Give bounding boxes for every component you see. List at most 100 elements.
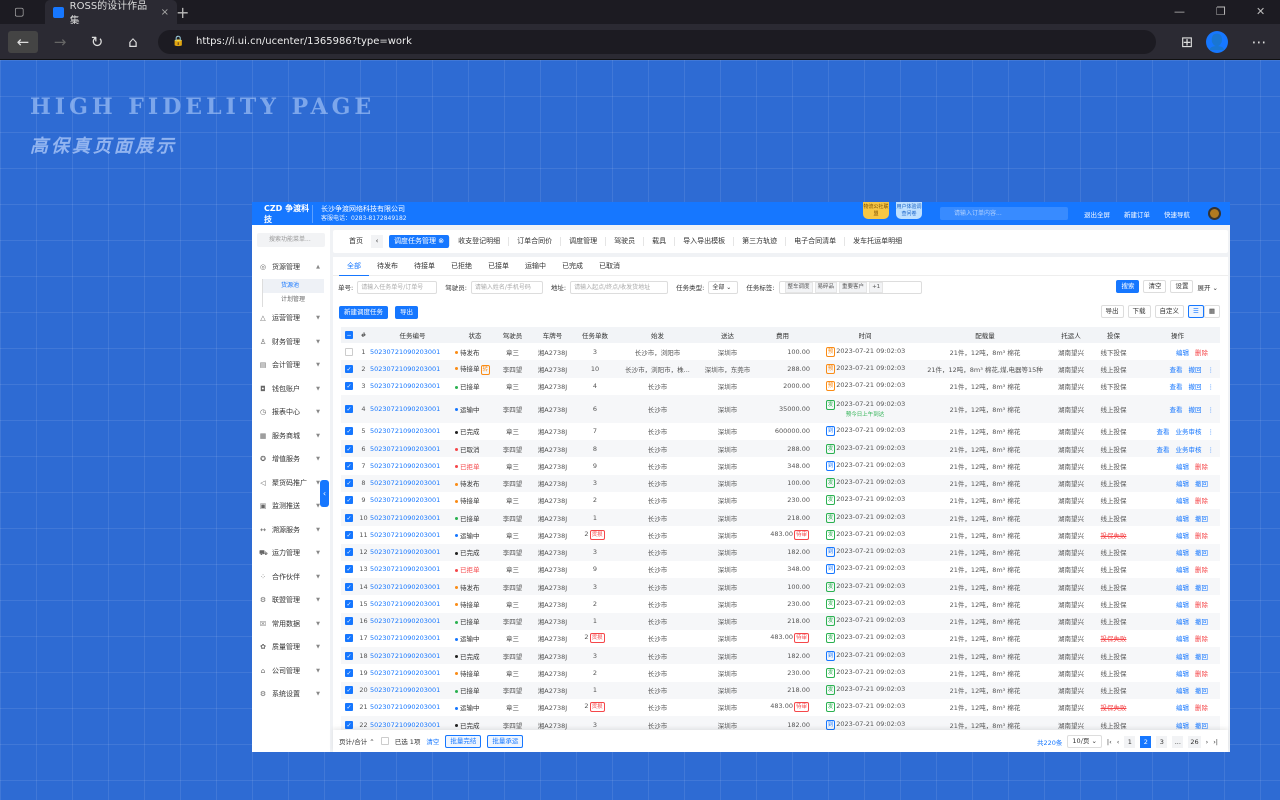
row-checkbox[interactable]: ✓ xyxy=(341,681,357,699)
status-tab[interactable]: 全部 xyxy=(339,257,369,276)
row-checkbox[interactable]: ✓ xyxy=(341,509,357,527)
action-link[interactable]: 撤回 xyxy=(1195,549,1208,558)
action-link[interactable]: 编辑 xyxy=(1176,687,1189,696)
order-input[interactable]: 请输入任务单号/订单号 xyxy=(357,280,438,294)
task-id-cell[interactable]: 50230721090203001 xyxy=(370,681,455,699)
checkbox[interactable]: ✓ xyxy=(345,461,353,470)
action-link[interactable]: 撤回 xyxy=(1188,365,1202,374)
checkbox[interactable]: ✓ xyxy=(345,599,353,608)
clear-button[interactable]: 清空 xyxy=(1143,280,1167,293)
action-link[interactable]: 撤回 xyxy=(1195,652,1208,661)
action-more-icon[interactable]: ⋮ xyxy=(1207,428,1215,437)
status-tab[interactable]: 已接单 xyxy=(488,261,509,270)
action-link[interactable]: 编辑 xyxy=(1176,497,1189,506)
action-more-icon[interactable]: ⋮ xyxy=(1207,365,1215,374)
action-link[interactable]: 撤回 xyxy=(1188,383,1202,392)
task-id-cell[interactable]: 50230721090203001 xyxy=(370,664,455,681)
row-checkbox[interactable]: ✓ xyxy=(341,630,357,647)
action-more-icon[interactable]: ⋮ xyxy=(1207,383,1215,392)
row-checkbox[interactable]: ✓ xyxy=(341,664,357,681)
checkbox[interactable]: ✓ xyxy=(345,720,353,729)
select-all-checkbox[interactable]: − xyxy=(341,327,357,343)
task-id-link[interactable]: 50230721090203001 xyxy=(370,548,441,557)
selected-checkbox[interactable] xyxy=(380,737,389,745)
action-link[interactable]: 查看 xyxy=(1169,405,1183,414)
task-id-link[interactable]: 50230721090203001 xyxy=(370,530,441,539)
row-checkbox[interactable]: ✓ xyxy=(341,647,357,665)
checkbox[interactable]: ✓ xyxy=(345,703,353,712)
nav-tab[interactable]: 调度管理 xyxy=(560,237,605,246)
task-id-link[interactable]: 50230721090203001 xyxy=(370,461,441,470)
task-id-cell[interactable]: 50230721090203001 xyxy=(370,509,455,527)
task-id-link[interactable]: 50230721090203001 xyxy=(370,427,441,436)
url-input[interactable]: 🔒 https://i.ui.cn/ucenter/1365986?type=wo… xyxy=(158,30,1156,54)
sidebar-item[interactable]: ⁘ 合作伙伴 ▼ xyxy=(252,565,330,589)
nav-tab[interactable]: 驾驶员 xyxy=(605,237,643,246)
checkbox[interactable]: ✓ xyxy=(345,548,353,557)
row-checkbox[interactable]: ✓ xyxy=(341,561,357,578)
forward-icon[interactable]: → xyxy=(53,33,67,51)
action-link[interactable]: 删除 xyxy=(1195,531,1208,540)
sidebar-item[interactable]: ✿ 质量管理 ▼ xyxy=(252,636,330,660)
task-id-cell[interactable]: 50230721090203001 xyxy=(370,543,455,561)
task-id-cell[interactable]: 50230721090203001 xyxy=(370,440,455,458)
status-tab[interactable]: 已拒绝 xyxy=(451,261,472,270)
task-id-cell[interactable]: 50230721090203001 xyxy=(370,699,455,716)
row-checkbox[interactable]: ✓ xyxy=(341,360,357,378)
nav-tab[interactable]: 载具 xyxy=(643,237,674,246)
prev-page-icon[interactable]: ‹ xyxy=(1116,737,1120,746)
action-link[interactable]: 撤回 xyxy=(1195,721,1208,730)
badge-survey[interactable]: 用户体验调查问卷 xyxy=(896,202,922,219)
sidebar-item[interactable]: ▤ 会计管理 ▼ xyxy=(252,354,330,378)
sidebar-subitem[interactable]: 计划管理 xyxy=(262,292,324,307)
extensions-icon[interactable]: ⊞ xyxy=(1180,33,1194,51)
action-link[interactable]: 编辑 xyxy=(1176,348,1189,357)
badge-logistics[interactable]: 物流公社联盟 xyxy=(863,202,889,219)
reload-icon[interactable]: ↻ xyxy=(90,33,104,51)
status-tab[interactable]: 待发布 xyxy=(377,261,398,270)
list-view-icon[interactable]: ☰ xyxy=(1188,305,1204,318)
action-link[interactable]: 删除 xyxy=(1195,600,1208,609)
row-checkbox[interactable]: ✓ xyxy=(341,578,357,596)
action-link[interactable]: 删除 xyxy=(1195,566,1208,575)
checkbox[interactable]: ✓ xyxy=(345,617,353,626)
sidebar-item[interactable]: ◎ 货源管理 ▲ xyxy=(252,255,330,279)
sidebar-subitem[interactable]: 货源池 xyxy=(262,278,324,293)
avatar[interactable] xyxy=(1208,207,1221,220)
sidebar-item[interactable]: ▦ 服务商城 ▼ xyxy=(252,424,330,448)
sidebar-item[interactable]: ◷ 报表中心 ▼ xyxy=(252,401,330,425)
sidebar-toggle-icon[interactable]: ▢ xyxy=(14,5,25,18)
task-id-link[interactable]: 50230721090203001 xyxy=(370,599,441,608)
row-checkbox[interactable]: ✓ xyxy=(341,526,357,543)
sidebar-item[interactable]: ☒ 常用数据 ▼ xyxy=(252,612,330,636)
task-id-cell[interactable]: 50230721090203001 xyxy=(370,474,455,492)
action-link[interactable]: 查看 xyxy=(1156,428,1170,437)
profile-icon[interactable]: 👤 xyxy=(1206,31,1228,53)
sidebar-item[interactable]: ▣ 监测推送 ▼ xyxy=(252,495,330,519)
task-id-cell[interactable]: 50230721090203001 xyxy=(370,394,455,423)
action-link[interactable]: 编辑 xyxy=(1176,618,1189,627)
export-button[interactable]: 导出 xyxy=(395,306,418,319)
download-button[interactable]: 下载 xyxy=(1127,305,1151,318)
checkbox[interactable]: ✓ xyxy=(345,444,353,453)
sidebar-item[interactable]: ⌂ 公司管理 ▼ xyxy=(252,659,330,683)
action-link[interactable]: 编辑 xyxy=(1176,583,1189,592)
task-id-cell[interactable]: 50230721090203001 xyxy=(370,647,455,665)
action-link[interactable]: 删除 xyxy=(1195,704,1208,713)
exit-fullscreen-button[interactable]: 退出全屏 xyxy=(1084,211,1110,219)
action-more-icon[interactable]: ⋮ xyxy=(1207,405,1215,414)
expand-button[interactable]: 展开 ⌄ xyxy=(1197,283,1218,292)
sidebar-item[interactable]: ⛟ 运力管理 ▼ xyxy=(252,542,330,566)
task-id-cell[interactable]: 50230721090203001 xyxy=(370,561,455,578)
action-link[interactable]: 撤回 xyxy=(1195,480,1208,489)
task-id-link[interactable]: 50230721090203001 xyxy=(370,347,441,356)
driver-input[interactable]: 请输入姓名/手机号码 xyxy=(470,280,543,294)
action-link[interactable]: 删除 xyxy=(1195,462,1208,471)
checkbox[interactable]: ✓ xyxy=(345,513,353,522)
checkbox[interactable]: ✓ xyxy=(345,382,353,391)
task-id-link[interactable]: 50230721090203001 xyxy=(370,651,441,660)
action-link[interactable]: 编辑 xyxy=(1176,635,1189,644)
task-id-cell[interactable]: 50230721090203001 xyxy=(370,343,455,360)
back-icon[interactable]: ← xyxy=(8,31,38,53)
checkbox[interactable]: ✓ xyxy=(345,582,353,591)
